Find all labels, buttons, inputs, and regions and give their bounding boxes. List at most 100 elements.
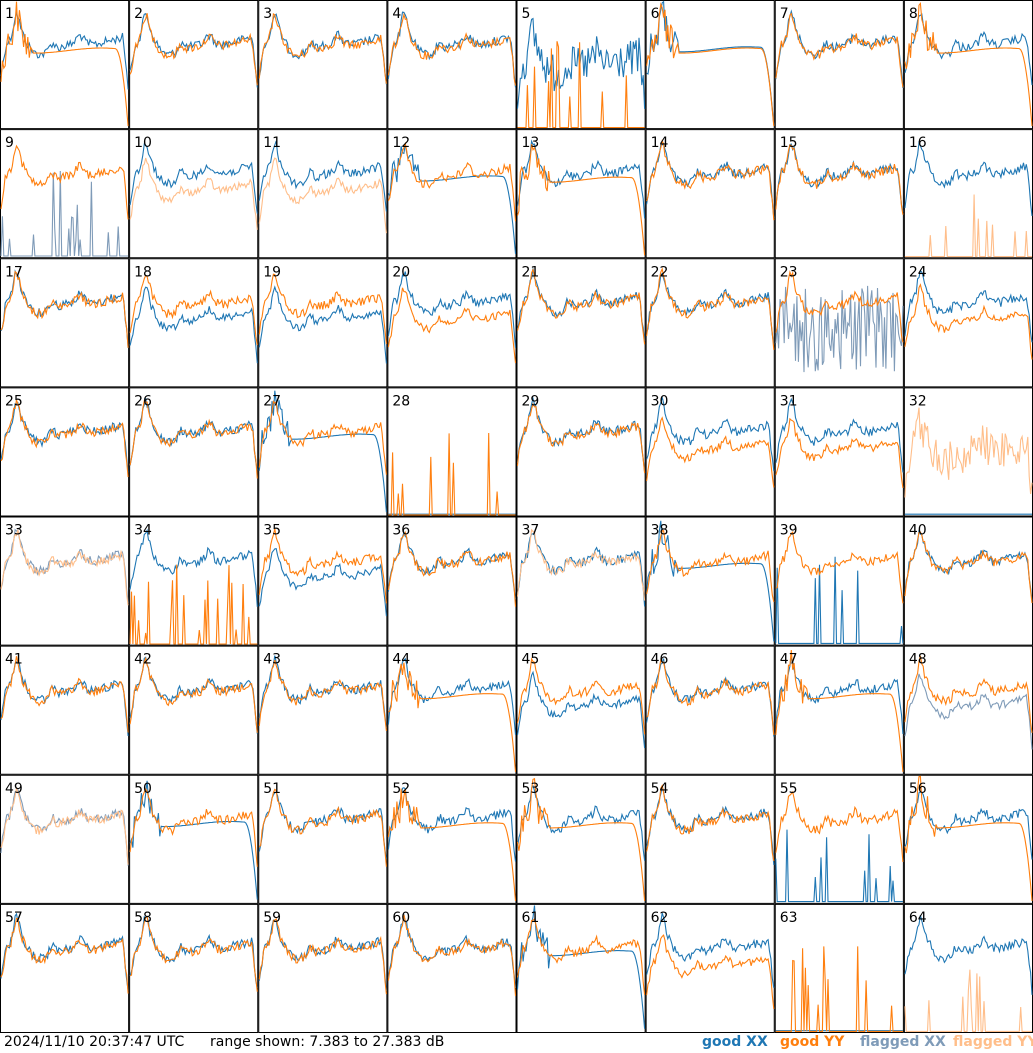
- panel-16: 16: [903, 129, 1033, 259]
- series-good-yy: [646, 934, 775, 1009]
- series-good-yy: [516, 918, 646, 995]
- panel-frame: [258, 258, 388, 388]
- panel-label: 8: [909, 6, 918, 22]
- series-good-xx: [904, 791, 1033, 860]
- series-good-xx: [258, 390, 387, 513]
- panel-frame: [129, 258, 259, 388]
- panel-frame: [903, 774, 1033, 904]
- panel-52: 52: [387, 774, 517, 904]
- panel-frame: [903, 129, 1033, 259]
- panel-label: 30: [651, 393, 669, 409]
- panel-64: 64: [903, 903, 1033, 1033]
- panel-40: 40: [903, 516, 1033, 646]
- panel-frame: [774, 774, 904, 904]
- panel-38: 38: [645, 516, 775, 646]
- panel-63: 63: [774, 903, 904, 1033]
- panel-26: 26: [129, 387, 259, 517]
- series-good-yy: [129, 656, 258, 733]
- series-good-xx: [129, 780, 258, 900]
- panel-label: 18: [134, 264, 152, 280]
- panel-label: 42: [134, 652, 152, 668]
- panel-frame: [645, 387, 775, 517]
- panel-label: 57: [5, 910, 23, 926]
- panel-31: 31: [774, 387, 904, 517]
- panel-label: 55: [780, 781, 798, 797]
- panel-frame: [774, 129, 904, 259]
- series-good-xx: [387, 271, 517, 348]
- panel-62: 62: [645, 903, 775, 1033]
- panel-49: 49: [0, 774, 130, 904]
- panel-label: 36: [392, 523, 410, 539]
- panel-frame: [903, 258, 1033, 388]
- panel-frame: [774, 645, 904, 775]
- panel-label: 3: [263, 6, 272, 22]
- panel-39: 39: [774, 516, 904, 646]
- panel-label: 34: [134, 523, 152, 539]
- series-good-xx: [775, 556, 904, 644]
- panel-frame: [774, 0, 904, 130]
- panel-label: 24: [909, 264, 927, 280]
- series-good-yy: [388, 432, 516, 516]
- panel-label: 64: [909, 910, 927, 926]
- series-good-yy: [129, 13, 258, 86]
- series-good-yy: [904, 655, 1033, 733]
- panel-frame: [516, 774, 646, 904]
- panel-label: 47: [780, 652, 798, 668]
- series-good-xx: [516, 396, 646, 473]
- series-good-yy: [129, 916, 258, 992]
- series-good-yy: [517, 41, 645, 129]
- panel-label: 33: [5, 523, 23, 539]
- panel-37: 37: [516, 516, 646, 646]
- panel-42: 42: [129, 645, 259, 775]
- panel-label: 59: [263, 910, 281, 926]
- panel-label: 10: [134, 135, 152, 151]
- panel-frame: [129, 645, 259, 775]
- series-good-yy: [258, 659, 387, 731]
- panel-20: 20: [387, 258, 517, 388]
- series-good-yy: [258, 400, 387, 475]
- panel-label: 37: [522, 523, 540, 539]
- series-flagged-yy: [904, 407, 1033, 498]
- panel-frame: [258, 516, 388, 646]
- series-flagged-xx: [0, 170, 129, 257]
- panel-label: 4: [392, 6, 401, 22]
- panel-14: 14: [645, 129, 775, 259]
- series-good-xx: [129, 142, 258, 214]
- panel-24: 24: [903, 258, 1033, 388]
- panel-23: 23: [774, 258, 904, 388]
- panel-41: 41: [0, 645, 130, 775]
- panel-frame: [387, 129, 517, 259]
- panel-label: 7: [780, 6, 789, 22]
- series-good-yy: [388, 662, 517, 772]
- series-flagged-xx: [775, 285, 904, 373]
- series-good-yy: [646, 267, 775, 350]
- panel-label: 5: [522, 6, 531, 22]
- series-flagged-yy: [904, 969, 1032, 1032]
- panel-label: 31: [780, 393, 798, 409]
- panel-frame: [774, 516, 904, 646]
- series-good-xx: [516, 17, 646, 109]
- legend-flagged-yy: flagged YY: [953, 1034, 1033, 1050]
- panel-15: 15: [774, 129, 904, 259]
- panel-2: 2: [129, 0, 259, 130]
- series-good-yy: [258, 13, 387, 84]
- panel-frame: [774, 387, 904, 517]
- panel-label: 19: [263, 264, 281, 280]
- range-label: range shown: 7.383 to 27.383 dB: [210, 1034, 445, 1050]
- series-good-xx: [516, 268, 646, 341]
- panel-57: 57: [0, 903, 130, 1033]
- panel-frame: [0, 258, 130, 388]
- series-good-yy: [0, 917, 129, 994]
- timestamp: 2024/11/10 20:37:47 UTC: [4, 1034, 185, 1050]
- panel-59: 59: [258, 903, 388, 1033]
- panel-frame: [387, 258, 517, 388]
- series-good-yy: [516, 777, 646, 901]
- panel-label: 17: [5, 264, 23, 280]
- panel-33: 33: [0, 516, 130, 646]
- series-good-yy: [129, 564, 258, 645]
- panel-frame: [903, 516, 1033, 646]
- panel-54: 54: [645, 774, 775, 904]
- panel-label: 56: [909, 781, 927, 797]
- panel-frame: [645, 774, 775, 904]
- series-good-yy: [775, 790, 904, 862]
